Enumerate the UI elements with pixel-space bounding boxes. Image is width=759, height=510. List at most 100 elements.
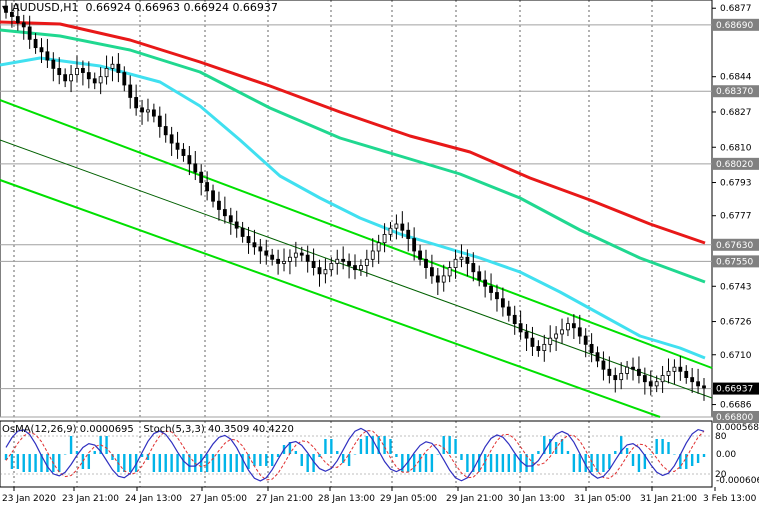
time-tick-label: 29 Jan 05:00 (380, 494, 437, 504)
price-tag-box (713, 255, 759, 268)
ema-50-line (0, 56, 706, 360)
candle-body (595, 352, 600, 362)
candle-body (637, 368, 641, 376)
ema-144-line (0, 28, 706, 284)
price-tag-label: 0.66937 (716, 385, 753, 395)
symbol-timeframe: AUDUSD,H1 (12, 1, 79, 14)
candle-body (359, 265, 363, 271)
candle-body (642, 375, 647, 383)
collapse-triangle-icon[interactable]: ▼ (2, 4, 9, 13)
candle-body (151, 109, 156, 117)
candle-body (353, 265, 357, 271)
osma-bar (608, 454, 611, 469)
price-tag-label: 0.68370 (716, 87, 753, 97)
osma-bar (217, 454, 221, 472)
candle-body (45, 51, 50, 61)
tagged-level-lines (0, 24, 712, 418)
price-tick-label: 0.6827 (720, 108, 752, 118)
candle-body (666, 370, 671, 376)
osma-bar (667, 442, 670, 454)
candle-body (75, 68, 79, 76)
osma-bar (383, 436, 386, 454)
candle-body (33, 38, 38, 49)
candle-body (21, 22, 26, 28)
candle-body (400, 223, 405, 231)
candle-body (678, 366, 683, 372)
candle-body (305, 254, 310, 262)
candle-body (566, 323, 570, 331)
osma-bar (140, 454, 144, 457)
candle-body (128, 84, 133, 98)
grid (13, 0, 653, 487)
candle-body (435, 275, 440, 283)
osma-bar (519, 454, 522, 472)
osma-bar (614, 451, 617, 454)
candle-body (577, 327, 582, 337)
candle-body (341, 258, 346, 262)
osma-bar (312, 454, 315, 472)
osma-bar (75, 451, 79, 454)
candle-body (489, 285, 493, 293)
time-tick-label: 28 Jan 13:00 (318, 494, 375, 504)
time-tick-label: 27 Jan 05:00 (190, 494, 247, 504)
candle-body (453, 258, 458, 268)
osma-bar (702, 454, 706, 457)
osma-bar (436, 454, 440, 455)
candle-body (394, 223, 399, 229)
candle-body (684, 370, 689, 378)
candle-body (276, 258, 281, 264)
osma-bar (537, 451, 540, 454)
osma-bar (306, 454, 309, 472)
price-tag-box (713, 382, 759, 395)
candle-body (406, 229, 411, 239)
candle-body (459, 256, 464, 260)
osma-bar (584, 454, 587, 472)
price-tag-label: 0.67630 (716, 241, 753, 251)
candle-body (4, 5, 8, 13)
candle-body (702, 385, 706, 389)
osma-bar (10, 454, 14, 469)
candle-body (601, 360, 606, 370)
price-tag-label: 0.67550 (716, 257, 753, 267)
osma-bar (111, 454, 114, 460)
osma-bar (176, 454, 179, 472)
osma-bar (448, 436, 451, 454)
candle-body (447, 267, 452, 277)
candle-body (625, 366, 630, 374)
candle-body (530, 337, 535, 347)
osma-bar (247, 454, 250, 469)
candle-body (311, 260, 316, 268)
osma-bar (643, 454, 647, 469)
osma-bar (685, 454, 688, 469)
osma-bar (182, 454, 185, 472)
osma-bar (454, 439, 457, 454)
candle-body (548, 337, 553, 345)
candle-body (317, 267, 322, 275)
time-tick-label: 3 Feb 13:00 (703, 494, 757, 504)
candle-body (57, 68, 62, 76)
candle-body (15, 16, 20, 24)
indicator-label: OsMA(12,26,9) 0.0000695 Stoch(5,3,3) 40.… (2, 424, 294, 435)
candle-body (506, 306, 511, 316)
osma-bar (637, 454, 641, 472)
candle-body (364, 258, 369, 266)
osma-bar (63, 454, 67, 455)
candle-body (157, 115, 162, 127)
osma-bar (34, 454, 37, 472)
osma-bar (152, 454, 156, 472)
price-tag-box (713, 238, 759, 251)
osma-bar (330, 439, 333, 454)
time-tick-label: 31 Jan 21:00 (640, 494, 697, 504)
candle-body (205, 182, 210, 192)
osma-bar (371, 436, 374, 454)
osma-bar (412, 454, 416, 472)
candle-body (69, 74, 73, 82)
osma-bar (81, 454, 85, 469)
osma-bar (596, 454, 599, 472)
osma-bar (525, 454, 528, 472)
candle-body (163, 126, 168, 136)
candle-body (672, 366, 677, 372)
price-tag-label: 0.66800 (716, 413, 753, 423)
candle-body (282, 260, 286, 264)
